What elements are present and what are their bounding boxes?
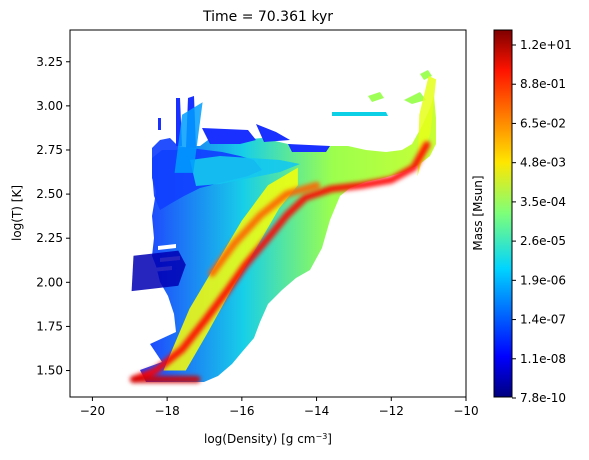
x-tick-label: −18 — [154, 404, 179, 418]
x-tick-label: −16 — [229, 404, 254, 418]
y-tick-label: 3.00 — [36, 99, 63, 113]
density-ridge — [208, 181, 321, 277]
colorbar — [493, 29, 513, 398]
y-tick-label: 3.25 — [36, 55, 63, 69]
y-tick-label: 2.75 — [36, 143, 63, 157]
colorbar-tick-label: 1.1e-08 — [520, 352, 566, 366]
colorbar-tick-label: 4.8e-03 — [520, 156, 566, 170]
chart-title: Time = 70.361 kyr — [202, 9, 333, 25]
x-tick-label: −20 — [80, 404, 105, 418]
x-tick-label: −14 — [304, 404, 329, 418]
density-region — [174, 102, 203, 173]
plot-area — [130, 70, 437, 383]
y-axis-label: log(T) [K] — [10, 185, 24, 241]
upper-green-wisps — [368, 70, 432, 104]
y-tick-label: 2.50 — [36, 187, 63, 201]
colorbar-tick-label: 1.4e-07 — [520, 313, 566, 327]
colorbar-tick-label: 2.6e-05 — [520, 234, 566, 248]
density-ridge — [130, 141, 431, 383]
x-tick-label: −10 — [453, 404, 478, 418]
cyan-band — [190, 156, 300, 186]
hot-sliver — [332, 112, 388, 116]
colorbar-tick-label: 1.9e-06 — [520, 273, 566, 287]
y-tick-label: 1.75 — [36, 319, 63, 333]
y-tick-label: 2.00 — [36, 275, 63, 289]
colorbar-tick-label: 8.8e-01 — [520, 77, 566, 91]
y-tick-label: 2.25 — [36, 231, 63, 245]
colorbar-label: Mass [Msun] — [471, 175, 485, 250]
colorbar-tick-label: 7.8e-10 — [520, 391, 566, 405]
colorbar-tick-label: 1.2e+01 — [520, 38, 572, 52]
density-region — [131, 250, 186, 292]
density-region — [163, 167, 298, 371]
colorbar-tick-label: 3.5e-04 — [520, 195, 566, 209]
colorbar-tick-label: 6.5e-02 — [520, 116, 566, 130]
y-tick-label: 1.50 — [36, 364, 63, 378]
plot-frame — [69, 29, 467, 398]
x-axis-label: log(Density) [g cm−3] — [204, 432, 332, 447]
x-tick-label: −12 — [379, 404, 404, 418]
